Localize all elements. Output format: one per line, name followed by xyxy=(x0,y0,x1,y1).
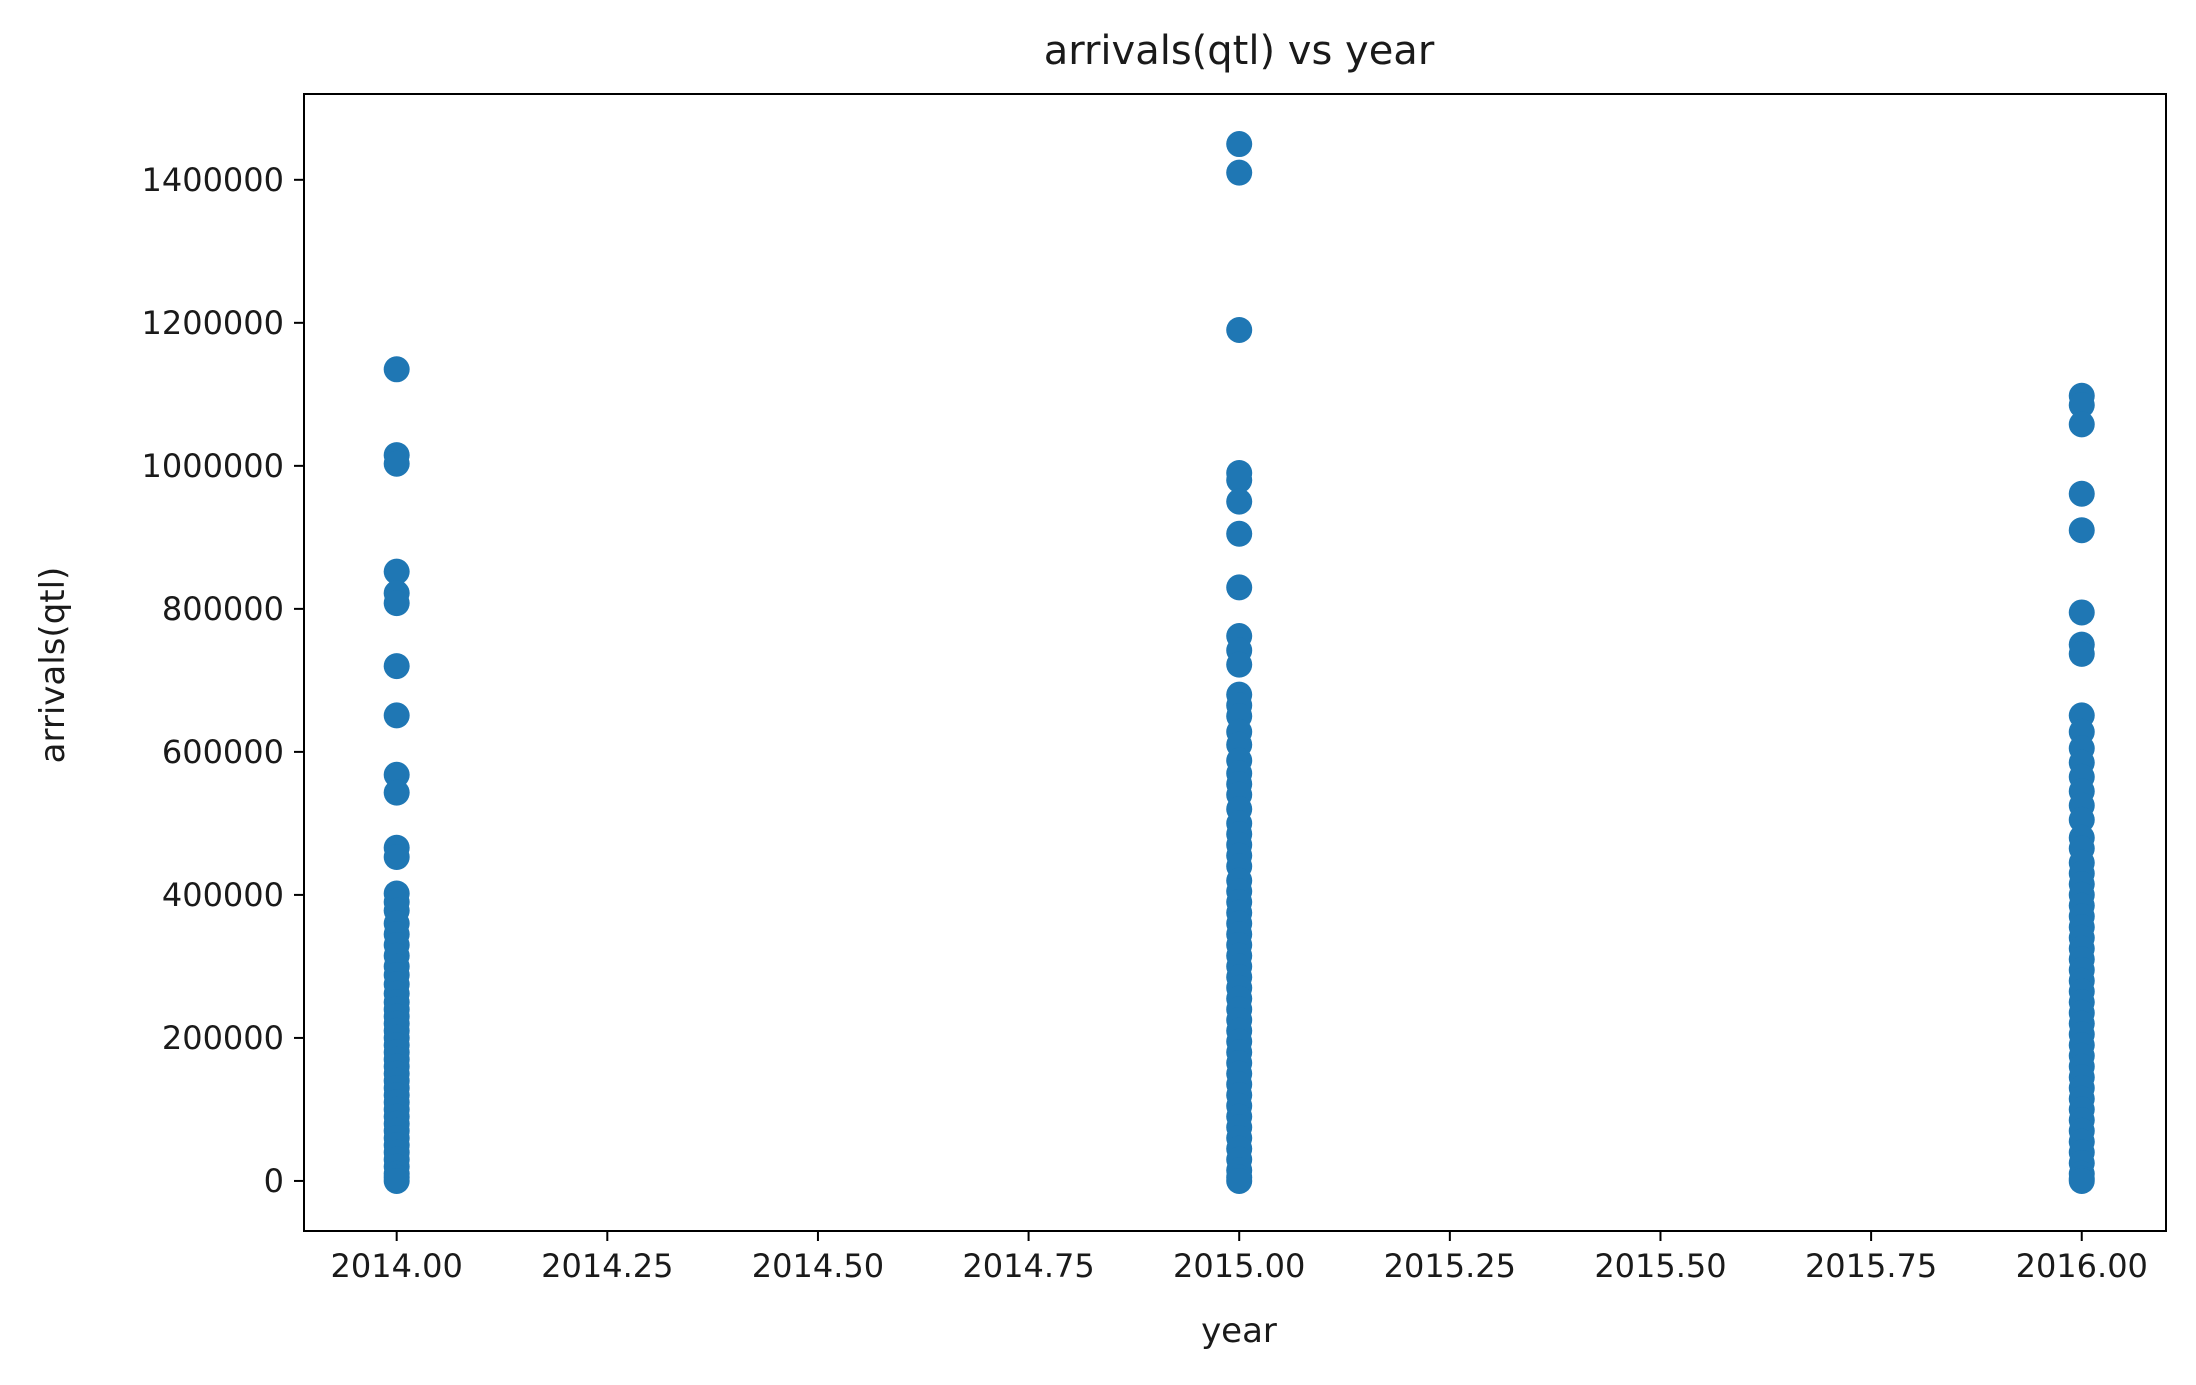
x-tick-label: 2015.00 xyxy=(1173,1247,1305,1285)
data-point xyxy=(383,761,410,788)
y-tick-label: 600000 xyxy=(162,733,284,771)
x-tick-label: 2015.25 xyxy=(1384,1247,1516,1285)
data-point xyxy=(2068,411,2095,438)
plot-area-frame xyxy=(303,93,2167,1232)
x-tick-label: 2015.50 xyxy=(1594,1247,1726,1285)
y-tick-label: 1000000 xyxy=(141,447,284,485)
data-point xyxy=(383,450,410,477)
y-tick-label: 400000 xyxy=(162,876,284,914)
x-tick-label: 2014.00 xyxy=(331,1247,463,1285)
chart-title: arrivals(qtl) vs year xyxy=(1044,28,1435,74)
data-point xyxy=(1226,467,1253,494)
data-point xyxy=(1226,1167,1253,1194)
y-tick-label: 1200000 xyxy=(141,304,284,342)
y-axis: 0 200000 400000 600000 800000 1000000 1200000 1… xyxy=(141,161,304,1200)
data-point xyxy=(2068,480,2095,507)
x-axis-label: year xyxy=(1201,1311,1277,1351)
data-point xyxy=(2068,517,2095,544)
data-point xyxy=(1226,574,1253,601)
data-point xyxy=(2068,599,2095,626)
data-point xyxy=(383,558,410,585)
y-axis-label: arrivals(qtl) xyxy=(33,567,73,764)
x-tick-label: 2014.75 xyxy=(962,1247,1094,1285)
data-point xyxy=(2068,392,2095,419)
data-point xyxy=(383,590,410,617)
x-tick-label: 2014.50 xyxy=(752,1247,884,1285)
data-point xyxy=(1226,159,1253,186)
x-tick-label: 2014.25 xyxy=(541,1247,673,1285)
x-tick-label: 2015.75 xyxy=(1805,1247,1937,1285)
data-point xyxy=(1226,131,1253,158)
data-point xyxy=(2068,640,2095,667)
data-point xyxy=(1226,488,1253,515)
y-tick-label: 0 xyxy=(264,1162,284,1200)
data-point xyxy=(1226,520,1253,547)
data-point xyxy=(383,779,410,806)
y-tick-label: 1400000 xyxy=(141,161,284,199)
data-point xyxy=(1226,651,1253,678)
data-points xyxy=(383,131,2095,1194)
data-point xyxy=(2068,806,2095,833)
data-point xyxy=(383,653,410,680)
y-tick-label: 200000 xyxy=(162,1019,284,1057)
y-tick-label: 800000 xyxy=(162,590,284,628)
x-tick-label: 2016.00 xyxy=(2016,1247,2148,1285)
data-point xyxy=(383,1167,410,1194)
data-point xyxy=(1226,316,1253,343)
data-point xyxy=(383,356,410,383)
x-axis: 2014.00 2014.25 2014.50 2014.75 2015.00 2015.… xyxy=(331,1231,2148,1285)
data-point xyxy=(2068,1167,2095,1194)
data-point xyxy=(383,702,410,729)
data-point xyxy=(383,844,410,871)
